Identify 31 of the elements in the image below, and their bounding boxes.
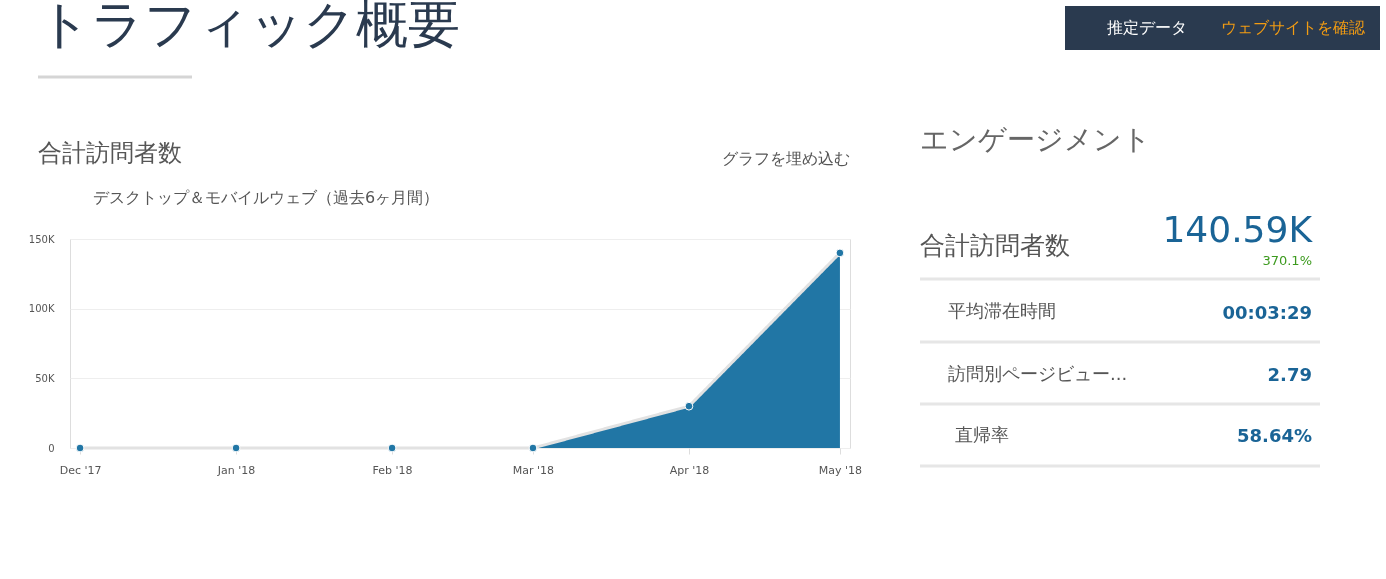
x-tick-label: Dec '17 [59, 463, 102, 477]
text: 00:03:29 [1222, 302, 1312, 323]
y-tick-label: 100K [28, 303, 55, 315]
text: 58.64% [1237, 425, 1312, 446]
point [387, 443, 397, 453]
text: 訪問別ページビュー... [948, 363, 1128, 384]
x-tick-label: Feb '18 [372, 463, 413, 477]
y-tick-label: 150K [28, 233, 55, 245]
chart-title: 合計訪問者数 [38, 139, 182, 167]
text: 平均滞在時間 [948, 300, 1056, 321]
point [231, 443, 241, 453]
x-tick-label: Mar '18 [512, 463, 555, 477]
chart-subtitle: デスクトップ＆モバイルウェブ（過去6ヶ月間） [93, 188, 440, 207]
point [684, 401, 694, 411]
text: エンゲージメント [920, 123, 1151, 156]
point [75, 443, 85, 453]
x-tick-label: Jan '18 [216, 463, 256, 477]
y-tick-label: 50K [35, 372, 55, 384]
x-tick-label: Apr '18 [669, 463, 710, 477]
text: 2.79 [1267, 364, 1312, 385]
text: 140.59K [1162, 209, 1314, 250]
text: 直帰率 [955, 424, 1009, 445]
text: グラフを埋め込む [722, 149, 850, 168]
text: 合計訪問者数 [920, 231, 1070, 260]
y-tick-label: 0 [48, 442, 55, 454]
point [528, 443, 538, 453]
text: 推定データ [1107, 18, 1187, 37]
point [835, 248, 845, 258]
text: ウェブサイトを確認 [1221, 18, 1365, 37]
text: 370.1% [1262, 253, 1312, 268]
x-tick-label: May '18 [818, 463, 863, 477]
